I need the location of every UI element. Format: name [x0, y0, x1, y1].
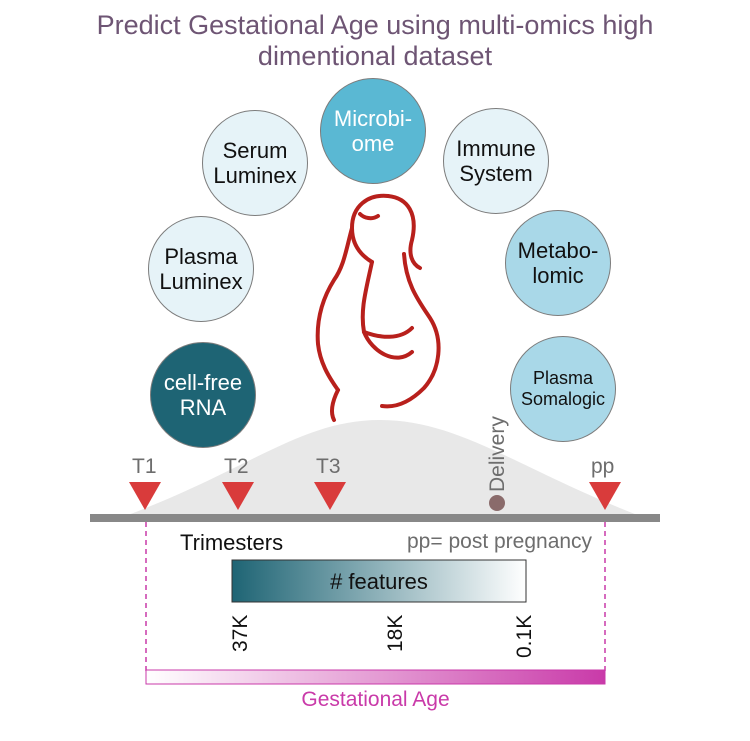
- omics-circle-immune-system: Immune System: [443, 108, 549, 214]
- marker-t3: [314, 482, 346, 510]
- features-tick-37k: 37K: [229, 614, 252, 652]
- marker-label-t2: T2: [224, 455, 249, 478]
- omics-circle-microbiome: Microbi- ome: [320, 78, 426, 184]
- omics-circle-plasma-luminex: Plasma Luminex: [148, 216, 254, 322]
- features-tick-18k: 18K: [384, 614, 407, 652]
- delivery-dot: [489, 495, 505, 511]
- gestation-hill: [120, 420, 645, 518]
- omics-circle-metabolomic: Metabo- lomic: [505, 210, 611, 316]
- title-line-2: dimentional dataset: [257, 41, 493, 71]
- timeline-axis: [90, 514, 660, 522]
- trimesters-label: Trimesters: [180, 530, 284, 555]
- marker-label-t3: T3: [316, 455, 341, 478]
- title-line-1: Predict Gestational Age using multi-omic…: [96, 10, 654, 40]
- omics-circle-cell-free-rna: cell-free RNA: [150, 342, 256, 448]
- features-tick-0-1k: 0.1K: [513, 614, 536, 658]
- marker-label-pp: pp: [591, 455, 615, 478]
- features-gradient-bar: [231, 559, 527, 603]
- marker-pp: [589, 482, 621, 510]
- pregnant-woman-figure: [315, 193, 441, 422]
- pp-note: pp= post pregnancy: [407, 530, 593, 553]
- omics-circle-plasma-somalogic: Plasma Somalogic: [510, 336, 616, 442]
- omics-circle-serum-luminex: Serum Luminex: [202, 110, 308, 216]
- marker-t1: [129, 482, 161, 510]
- trimester-markers: [129, 482, 621, 510]
- marker-t2: [222, 482, 254, 510]
- features-label: # features: [330, 569, 428, 594]
- gestational-age-bar: [145, 669, 606, 685]
- delivery-label: Delivery: [486, 416, 509, 492]
- marker-label-t1: T1: [132, 455, 157, 478]
- gestational-age-label: Gestational Age: [301, 688, 450, 711]
